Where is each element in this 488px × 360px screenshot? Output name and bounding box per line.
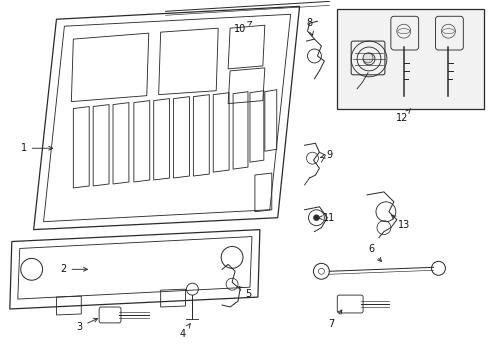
Text: 13: 13 (391, 215, 409, 230)
Text: 10: 10 (233, 21, 251, 34)
Text: 8: 8 (306, 18, 313, 35)
Text: 4: 4 (179, 324, 190, 339)
Text: 7: 7 (327, 310, 341, 329)
Text: 9: 9 (320, 150, 332, 160)
Text: 1: 1 (20, 143, 53, 153)
Text: 5: 5 (239, 287, 250, 299)
Circle shape (313, 215, 319, 221)
Text: 12: 12 (395, 109, 410, 123)
FancyBboxPatch shape (337, 9, 483, 109)
Text: 11: 11 (317, 213, 335, 223)
Text: 2: 2 (60, 264, 87, 274)
Text: 6: 6 (367, 244, 381, 261)
Text: 3: 3 (76, 318, 98, 332)
Circle shape (362, 53, 372, 63)
